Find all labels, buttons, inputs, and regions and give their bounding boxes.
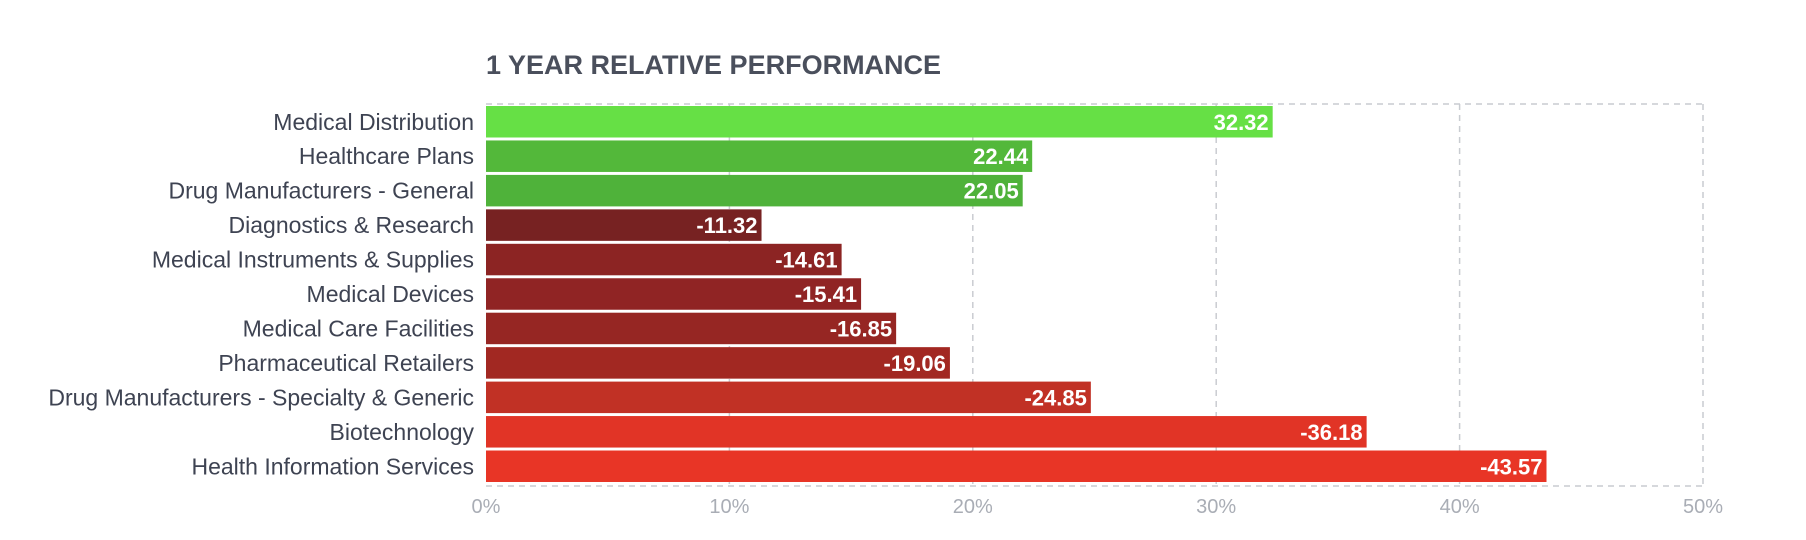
x-tick-label: 10% [709,496,749,518]
category-label: Medical Devices [307,281,474,307]
category-label: Medical Care Facilities [243,315,474,341]
bar [486,140,1033,172]
value-label: -11.32 [696,213,757,238]
bar-layer [486,106,1547,482]
category-label: Medical Distribution [273,109,474,135]
category-label: Drug Manufacturers - Specialty & Generic [48,384,474,410]
value-label: -36.18 [1300,420,1362,445]
category-label: Drug Manufacturers - General [168,178,474,204]
x-tick-label: 30% [1196,496,1236,518]
category-label: Health Information Services [191,453,474,479]
category-label: Medical Instruments & Supplies [152,247,474,273]
x-tick-label: 0% [472,496,501,518]
x-tick-label: 40% [1440,496,1480,518]
bar [486,278,862,310]
value-label: 22.05 [964,179,1019,204]
bar [486,243,842,276]
chart-title: 1 YEAR RELATIVE PERFORMANCE [486,50,941,80]
bar [486,312,897,345]
bar [486,381,1091,414]
category-label-layer: Medical Distribution Healthcare Plans Drug… [48,109,474,480]
bar [486,209,762,241]
value-label: -24.85 [1024,385,1086,410]
value-label: -16.85 [830,316,892,341]
bar [486,106,1273,138]
bar [486,347,950,379]
bar [486,174,1023,207]
bar [486,450,1547,482]
value-label: -14.61 [775,248,837,273]
category-label: Diagnostics & Research [229,212,474,238]
category-label: Pharmaceutical Retailers [218,350,474,376]
x-axis-tick-layer: 0% 10% 20% 30% 40% 50% [472,496,1724,518]
value-label: 22.44 [973,144,1029,169]
category-label: Biotechnology [330,419,475,445]
value-label: -43.57 [1480,454,1542,479]
value-label: -19.06 [884,351,946,376]
x-tick-label: 20% [953,496,993,518]
bar [486,416,1367,448]
value-label: -15.41 [795,282,857,307]
value-label: 32.32 [1214,110,1269,135]
value-label-layer: 32.32 22.44 22.05 -11.32 -14.61 -15.41 -16.85 -… [696,110,1542,480]
category-label: Healthcare Plans [299,143,474,169]
x-tick-label: 50% [1683,496,1723,518]
